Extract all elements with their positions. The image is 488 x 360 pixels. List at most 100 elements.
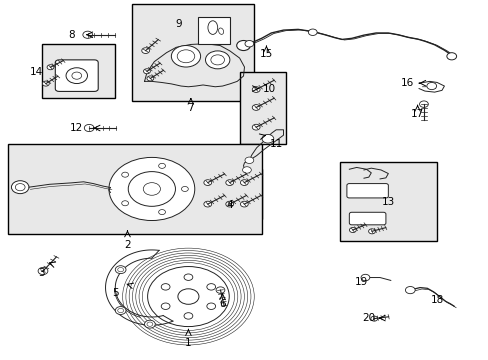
Circle shape — [122, 172, 128, 177]
Text: 16: 16 — [401, 78, 414, 88]
Circle shape — [183, 313, 192, 319]
Circle shape — [84, 125, 94, 132]
Circle shape — [203, 201, 211, 207]
Circle shape — [118, 309, 123, 313]
Text: 4: 4 — [226, 200, 233, 210]
Circle shape — [446, 53, 456, 60]
Bar — [198, 17, 229, 44]
Circle shape — [240, 180, 248, 185]
Circle shape — [206, 303, 215, 310]
Circle shape — [136, 258, 241, 335]
Circle shape — [142, 263, 234, 330]
Circle shape — [236, 41, 250, 50]
Text: 15: 15 — [259, 49, 272, 59]
Circle shape — [115, 307, 126, 315]
Ellipse shape — [218, 28, 223, 34]
Text: 10: 10 — [262, 84, 275, 94]
Text: 9: 9 — [175, 19, 182, 29]
Ellipse shape — [207, 21, 217, 35]
Text: 1: 1 — [185, 338, 191, 348]
Circle shape — [426, 82, 436, 90]
Circle shape — [143, 183, 160, 195]
Circle shape — [244, 157, 253, 163]
Circle shape — [132, 255, 244, 338]
Circle shape — [203, 180, 211, 185]
Circle shape — [225, 180, 233, 185]
Circle shape — [115, 266, 126, 274]
Circle shape — [147, 76, 153, 81]
Text: 5: 5 — [112, 288, 119, 298]
FancyBboxPatch shape — [346, 184, 387, 198]
Circle shape — [171, 45, 200, 67]
Text: 18: 18 — [429, 295, 443, 305]
Circle shape — [308, 29, 317, 36]
Bar — [8, 144, 261, 234]
Bar — [42, 44, 115, 98]
Text: 8: 8 — [68, 30, 75, 40]
Circle shape — [15, 184, 25, 191]
Circle shape — [142, 48, 149, 54]
Circle shape — [42, 81, 49, 86]
Circle shape — [143, 69, 150, 74]
Circle shape — [205, 51, 229, 69]
Text: 3: 3 — [38, 268, 44, 278]
Circle shape — [122, 201, 128, 206]
Text: 6: 6 — [219, 299, 225, 309]
Circle shape — [122, 248, 254, 345]
Circle shape — [349, 228, 356, 233]
Circle shape — [405, 287, 414, 294]
Circle shape — [216, 287, 224, 293]
Bar — [132, 4, 254, 101]
Circle shape — [262, 134, 273, 143]
Circle shape — [419, 101, 427, 107]
Circle shape — [210, 55, 224, 65]
Circle shape — [252, 105, 260, 110]
Circle shape — [242, 167, 251, 173]
Circle shape — [47, 65, 54, 70]
Circle shape — [177, 50, 194, 63]
Circle shape — [147, 322, 153, 326]
Circle shape — [240, 201, 248, 207]
Circle shape — [129, 253, 247, 340]
Circle shape — [158, 210, 165, 215]
Circle shape — [144, 320, 155, 328]
Text: 20: 20 — [362, 313, 375, 323]
Circle shape — [161, 303, 170, 310]
Text: 17: 17 — [410, 109, 424, 119]
Circle shape — [38, 267, 48, 275]
Circle shape — [252, 87, 260, 93]
Circle shape — [128, 172, 175, 206]
Circle shape — [181, 186, 188, 192]
Circle shape — [139, 260, 237, 333]
Circle shape — [225, 201, 233, 207]
Circle shape — [178, 289, 199, 304]
Text: 19: 19 — [354, 277, 367, 287]
Circle shape — [161, 284, 170, 290]
Circle shape — [125, 251, 250, 343]
Circle shape — [252, 124, 260, 130]
Circle shape — [147, 266, 229, 327]
Circle shape — [82, 31, 92, 39]
Bar — [239, 72, 285, 144]
Text: 14: 14 — [30, 67, 43, 77]
Circle shape — [206, 284, 215, 290]
Text: 12: 12 — [69, 123, 83, 133]
Circle shape — [66, 68, 87, 84]
Circle shape — [183, 274, 192, 280]
FancyBboxPatch shape — [55, 60, 98, 91]
Text: 7: 7 — [187, 103, 194, 113]
Bar — [195, 169, 261, 220]
Circle shape — [370, 316, 377, 321]
Text: 11: 11 — [269, 139, 282, 149]
Circle shape — [244, 41, 253, 47]
Text: 13: 13 — [381, 197, 394, 207]
Circle shape — [109, 157, 194, 221]
Circle shape — [118, 267, 123, 272]
Bar — [339, 162, 436, 241]
Circle shape — [158, 163, 165, 168]
Circle shape — [11, 181, 29, 194]
Text: 2: 2 — [124, 239, 130, 249]
Circle shape — [368, 229, 375, 234]
FancyBboxPatch shape — [348, 212, 385, 225]
Circle shape — [72, 72, 81, 79]
